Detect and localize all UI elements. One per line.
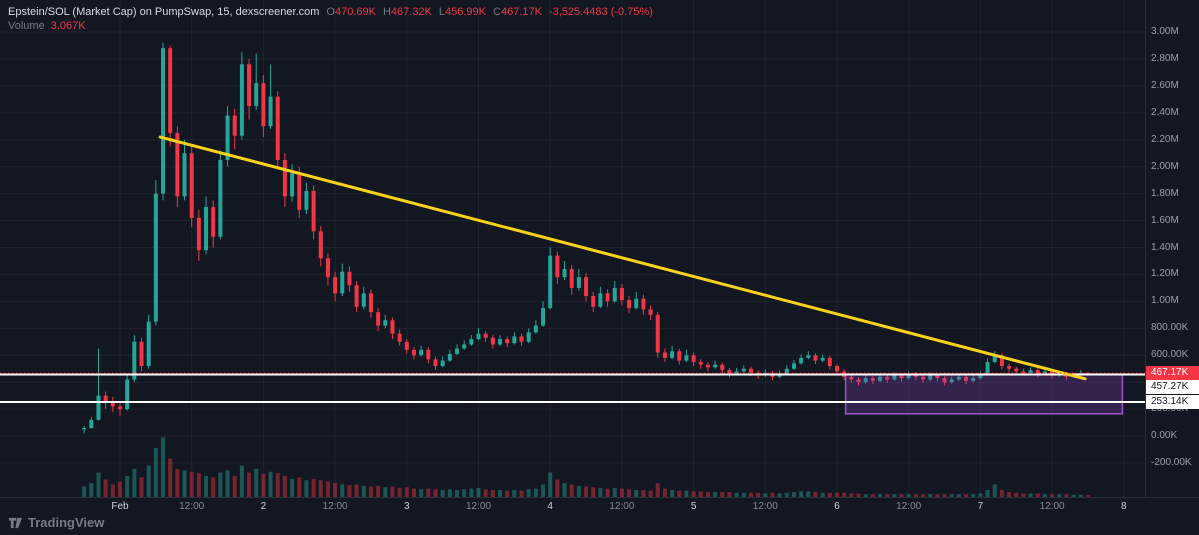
chart-legend: Epstein/SOL (Market Cap) on PumpSwap, 15… [8, 5, 653, 33]
level-price-badge-2: 253.14K [1146, 394, 1199, 409]
change-value: -3,525.4483 (-0.75%) [548, 6, 653, 18]
legend-symbol-row: Epstein/SOL (Market Cap) on PumpSwap, 15… [8, 5, 653, 19]
time-tick-label: 4 [547, 501, 553, 512]
time-tick-label: 7 [977, 501, 984, 512]
price-tick-label: 1.40M [1151, 241, 1179, 253]
price-tick-label: 2.60M [1151, 79, 1179, 91]
time-tick-label: 12:00 [896, 501, 922, 512]
time-tick-label: 12:00 [1039, 501, 1065, 512]
time-tick-label: 12:00 [752, 501, 778, 512]
price-tick-label: 2.40M [1151, 106, 1179, 118]
legend-volume-row: Volume 3.067K [8, 19, 653, 33]
price-tick-label: 1.20M [1151, 268, 1179, 280]
price-tick-label: 3.00M [1151, 26, 1179, 37]
time-tick-label: 8 [1121, 501, 1127, 512]
price-tick-label: -200.00K [1151, 457, 1192, 468]
time-tick-label: 5 [690, 501, 697, 512]
high-value: 467.32K [390, 6, 432, 18]
time-tick-label: 12:00 [465, 501, 492, 512]
time-tick-label: 12:00 [609, 501, 635, 512]
close-value: 467.17K [500, 6, 542, 18]
volume-value: 3.067K [50, 20, 86, 32]
tradingview-wordmark: TradingView [28, 515, 105, 530]
open-label: O [326, 6, 335, 18]
volume-bars [82, 437, 1090, 497]
drawings [0, 135, 1146, 415]
rectangle-drawing[interactable] [844, 373, 1124, 415]
time-tick-label: 12:00 [179, 501, 205, 512]
price-tick-label: 1.80M [1151, 187, 1179, 199]
time-tick-label: 6 [834, 501, 840, 512]
tradingview-logo-icon [8, 517, 23, 529]
price-axis[interactable]: 467.17K 457.27K 253.14K 3.00M 2.80M 2.60M 2… [1145, 0, 1199, 497]
price-tick-label: 600.00K [1151, 349, 1189, 361]
time-tick-label: 3 [404, 501, 410, 512]
trendline-drawing[interactable] [158, 135, 1087, 381]
close-label: C [493, 6, 501, 18]
price-tick-label: 0.00K [1151, 430, 1178, 442]
price-tick-label: 800.00K [1151, 322, 1189, 334]
tradingview-attribution[interactable]: TradingView [8, 515, 104, 530]
time-axis[interactable]: Feb 12:00 2 12:00 3 12:00 4 12:00 5 12:00 6 12:00 7 1… [0, 497, 1199, 516]
level-price-badge-1: 457.27K [1146, 380, 1199, 395]
high-label: H [382, 6, 391, 18]
price-tick-label: 1.00M [1151, 295, 1179, 307]
price-tick-label: 2.20M [1151, 133, 1179, 145]
last-price-badge: 467.17K [1146, 366, 1199, 381]
price-tick-label: 2.80M [1151, 52, 1179, 64]
time-tick-label: Feb [111, 501, 129, 512]
volume-label[interactable]: Volume [8, 20, 45, 32]
low-label: L [438, 6, 446, 18]
symbol-title[interactable]: Epstein/SOL (Market Cap) on PumpSwap, 15… [8, 6, 320, 18]
open-value: 470.69K [334, 6, 376, 18]
time-tick-label: 12:00 [322, 501, 348, 512]
price-tick-label: 2.00M [1151, 160, 1179, 172]
time-tick-label: 2 [260, 501, 267, 512]
price-tick-label: 1.60M [1151, 214, 1179, 226]
low-value: 456.99K [445, 6, 486, 18]
